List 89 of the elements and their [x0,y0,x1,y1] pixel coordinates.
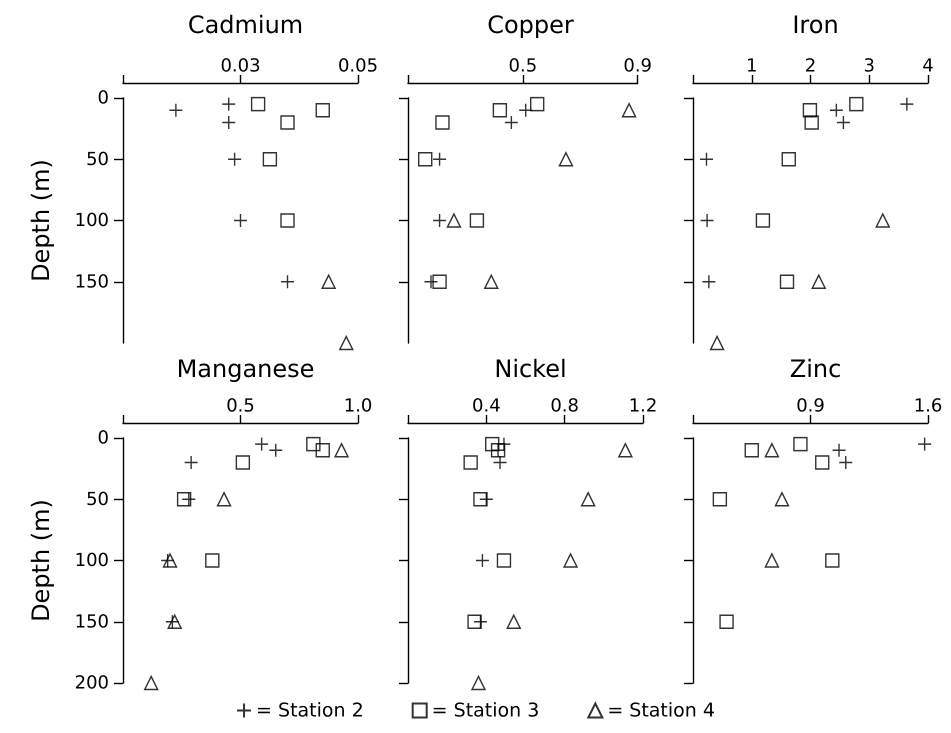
point [316,443,330,458]
x-tick-label: 0.9 [796,396,825,416]
point [712,492,728,506]
point [825,553,840,568]
point [473,492,488,506]
point [250,96,266,112]
chart-title: Copper [487,11,574,39]
point [764,443,780,458]
point [506,614,521,629]
point [471,676,486,690]
chart-title: Iron [792,11,839,39]
point [334,443,349,458]
point [764,553,780,568]
point [530,96,544,112]
y-tick-label: 50 [86,148,109,170]
x-tick-label: 0.5 [226,396,255,416]
legend-label: = Station 4 [607,700,715,722]
x-tick-label: 3 [864,56,875,76]
x-tick-label: 1.0 [344,396,372,416]
y-tick-label: 50 [86,488,109,510]
y-tick-label: 100 [74,550,109,571]
chart-title: Zinc [790,355,842,383]
y-tick-label: 100 [74,210,109,231]
x-tick-label: 1.6 [914,396,942,416]
point [744,443,759,458]
point [418,152,432,166]
point [339,336,354,350]
point [280,115,295,130]
point [446,213,462,228]
point [563,553,578,568]
point [780,274,794,289]
point [485,436,500,452]
point [774,492,790,506]
point [280,213,295,228]
point [719,614,734,629]
point [492,103,508,118]
point [216,492,232,506]
point [306,436,321,452]
x-tick-label: 0.4 [472,396,501,416]
x-tick-label: 4 [922,56,934,76]
y-tick-label: 150 [74,271,109,292]
point [236,455,250,470]
y-tick-label: 0 [98,428,109,448]
x-tick-label: 0.9 [623,56,652,76]
y-tick-label: 200 [74,672,109,694]
y-axis-title: Depth (m) [27,159,55,282]
point [316,103,330,118]
legend-label: = Station 3 [432,700,540,722]
point [802,103,818,118]
point [710,336,724,350]
y-tick-label: 150 [74,611,109,632]
point [262,152,278,166]
point [812,274,826,289]
x-tick-label: 0.5 [508,56,538,76]
point [756,213,770,228]
point [815,455,830,470]
point [496,553,512,568]
point [876,213,890,228]
point [321,274,336,289]
point [484,274,498,289]
point [144,676,158,690]
point [467,614,482,629]
point [782,152,796,166]
x-tick-label: 0.05 [338,56,378,76]
point [804,115,819,130]
point [622,103,636,118]
chart-title: Manganese [176,355,314,383]
point [793,436,808,452]
chart-title: Nickel [494,355,567,383]
point [463,455,478,470]
x-tick-label: 1 [746,56,758,76]
x-tick-label: 0.03 [220,56,261,76]
chart-title: Cadmium [188,11,304,39]
point [205,553,220,568]
point [176,492,192,506]
point [580,492,596,506]
x-tick-label: 1.2 [628,396,658,416]
legend-label: = Station 2 [256,700,364,722]
point [168,614,182,629]
point [435,115,450,130]
point [432,274,447,289]
point [558,152,574,166]
point [849,96,864,112]
x-tick-label: 0.8 [550,396,579,416]
y-tick-label: 0 [98,88,109,108]
y-axis-title: Depth (m) [27,499,55,622]
point [470,213,484,228]
point [618,443,633,458]
x-tick-label: 2 [804,56,816,76]
